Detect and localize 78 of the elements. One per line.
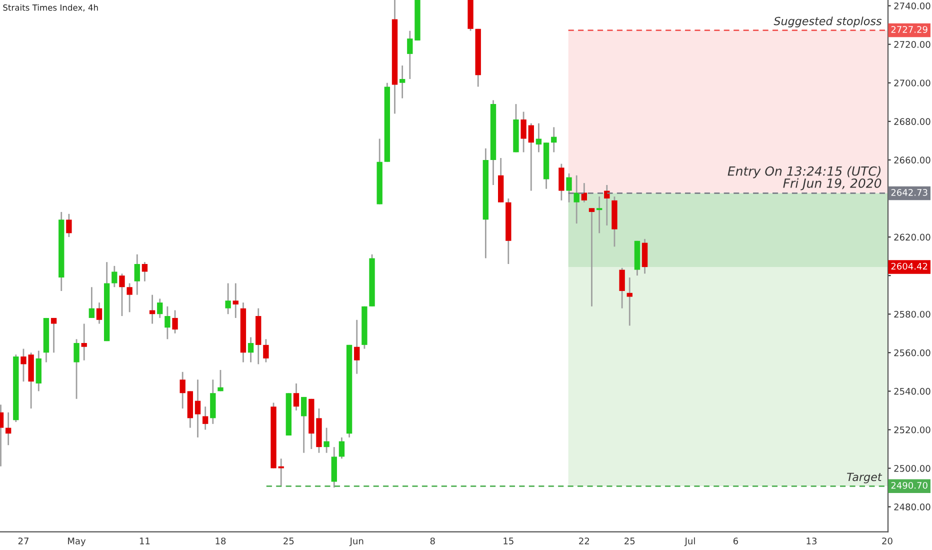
candlestick: [558, 163, 564, 202]
y-tick-label: 2700.00: [894, 80, 930, 86]
candlestick: [596, 196, 602, 234]
candlestick: [536, 122, 542, 153]
x-tick-label: 18: [216, 538, 226, 544]
candlestick: [588, 207, 595, 308]
candlestick: [551, 126, 557, 153]
y-tick-label: 2720.00: [894, 41, 930, 48]
x-tick-label: 25: [284, 538, 294, 544]
candlestick: [293, 382, 300, 412]
candlestick: [172, 310, 178, 334]
candlestick: [278, 458, 284, 486]
x-tick-label: 15: [504, 538, 514, 544]
candlestick: [194, 378, 201, 438]
candlestick: [157, 298, 163, 319]
annotation: Entry On 13:24:15 (UTC) Fri Jun 19, 2020: [728, 166, 882, 190]
candlestick: [218, 369, 224, 392]
x-tick-label: 6: [733, 538, 738, 544]
x-tick-label: 20: [882, 538, 892, 544]
candlestick: [619, 267, 625, 310]
y-tick-label: 2740.00: [894, 2, 930, 10]
x-tick-label: 13: [806, 538, 816, 544]
y-tick-label: 2660.00: [894, 156, 930, 164]
candlestick: [354, 319, 360, 375]
y-tick-label: 2620.00: [894, 234, 930, 241]
ref-line-label: 2727.29: [891, 26, 928, 33]
y-tick-label: 2540.00: [894, 388, 930, 395]
x-tick-label: 25: [624, 538, 635, 544]
candlestick: [81, 323, 87, 362]
candlestick: [164, 306, 170, 340]
x-tick-label: 22: [579, 538, 590, 544]
candlestick: [528, 122, 534, 192]
candlestick: [112, 265, 118, 288]
y-tick-label: 2480.00: [894, 504, 930, 510]
candlestick: [399, 64, 406, 99]
candlestick: [581, 182, 588, 204]
candlestick: [74, 338, 80, 400]
candlestick: [626, 276, 632, 326]
candlestick: [574, 174, 580, 224]
y-tick-label: 2560.00: [894, 349, 930, 356]
candlestick: [119, 272, 125, 317]
candlestick: [142, 261, 148, 282]
x-tick-label: May: [68, 538, 86, 546]
ref-line-label: 2490.70: [891, 482, 928, 489]
candlestick: [180, 371, 186, 410]
candlestick: [232, 282, 238, 319]
candlestick: [520, 111, 526, 153]
candlestick: [50, 317, 57, 354]
candlestick: [134, 254, 140, 296]
candlestick: [566, 172, 572, 204]
annotation: Target: [847, 472, 882, 484]
candlestick: [96, 302, 102, 324]
y-tick-label: 2520.00: [894, 426, 930, 434]
candlestick: [66, 213, 72, 238]
candlestick: [88, 286, 95, 319]
x-tick-label: Jun: [349, 538, 364, 546]
candlestick: [263, 338, 269, 363]
candlestick: [300, 396, 307, 454]
annotation: Suggested stoploss: [774, 16, 882, 28]
candlestick: [338, 436, 345, 460]
x-tick-label: 27: [18, 538, 28, 544]
y-tick-label: 2580.00: [894, 310, 930, 318]
annotation: 2604.42: [891, 262, 928, 270]
candlestick: [248, 336, 254, 363]
x-tick-label: Jul: [684, 537, 695, 546]
candlestick: [149, 294, 156, 324]
x-tick-label: 8: [430, 538, 435, 544]
candlestick: [5, 412, 12, 446]
candlestick: [324, 427, 330, 454]
y-tick-label: 2500.00: [894, 464, 930, 472]
candlestick: [225, 282, 231, 315]
candlestick: [407, 30, 413, 80]
candlestick: [202, 406, 208, 430]
y-tick-label: 2680.00: [894, 118, 930, 125]
x-tick-label: 11: [140, 538, 150, 544]
chart-title: Straits Times Index, 4h: [3, 4, 98, 12]
candlestick: [126, 282, 132, 313]
ref-line-label: 2642.73: [891, 189, 928, 196]
